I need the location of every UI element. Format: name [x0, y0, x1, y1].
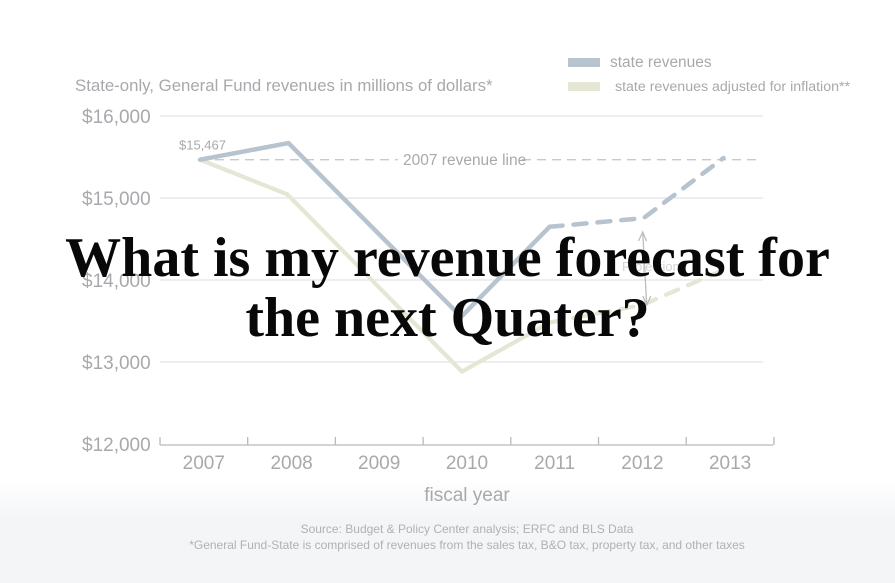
- svg-text:$16,000: $16,000: [82, 107, 151, 128]
- svg-text:$13,000: $13,000: [82, 353, 151, 374]
- svg-text:2011: 2011: [534, 453, 575, 474]
- svg-text:fiscal year: fiscal year: [424, 485, 510, 506]
- svg-text:$15,000: $15,000: [82, 189, 151, 210]
- svg-text:$12,000: $12,000: [82, 435, 151, 456]
- svg-text:2009: 2009: [358, 453, 400, 474]
- svg-text:2007 revenue line: 2007 revenue line: [403, 152, 526, 169]
- svg-text:state revenues: state revenues: [610, 54, 712, 71]
- svg-text:*General Fund-State is compris: *General Fund-State is comprised of reve…: [189, 538, 745, 552]
- svg-text:$15,467: $15,467: [179, 138, 226, 153]
- svg-text:2007: 2007: [183, 453, 225, 474]
- svg-text:State-only, General Fund reven: State-only, General Fund revenues in mil…: [75, 76, 493, 95]
- svg-text:2010: 2010: [446, 453, 488, 474]
- svg-text:2008: 2008: [270, 453, 312, 474]
- svg-text:Source: Budget & Policy Center: Source: Budget & Policy Center analysis;…: [301, 522, 634, 536]
- svg-text:state revenues adjusted for in: state revenues adjusted for inflation**: [615, 79, 851, 95]
- svg-text:2013: 2013: [709, 453, 751, 474]
- svg-text:2012: 2012: [621, 453, 663, 474]
